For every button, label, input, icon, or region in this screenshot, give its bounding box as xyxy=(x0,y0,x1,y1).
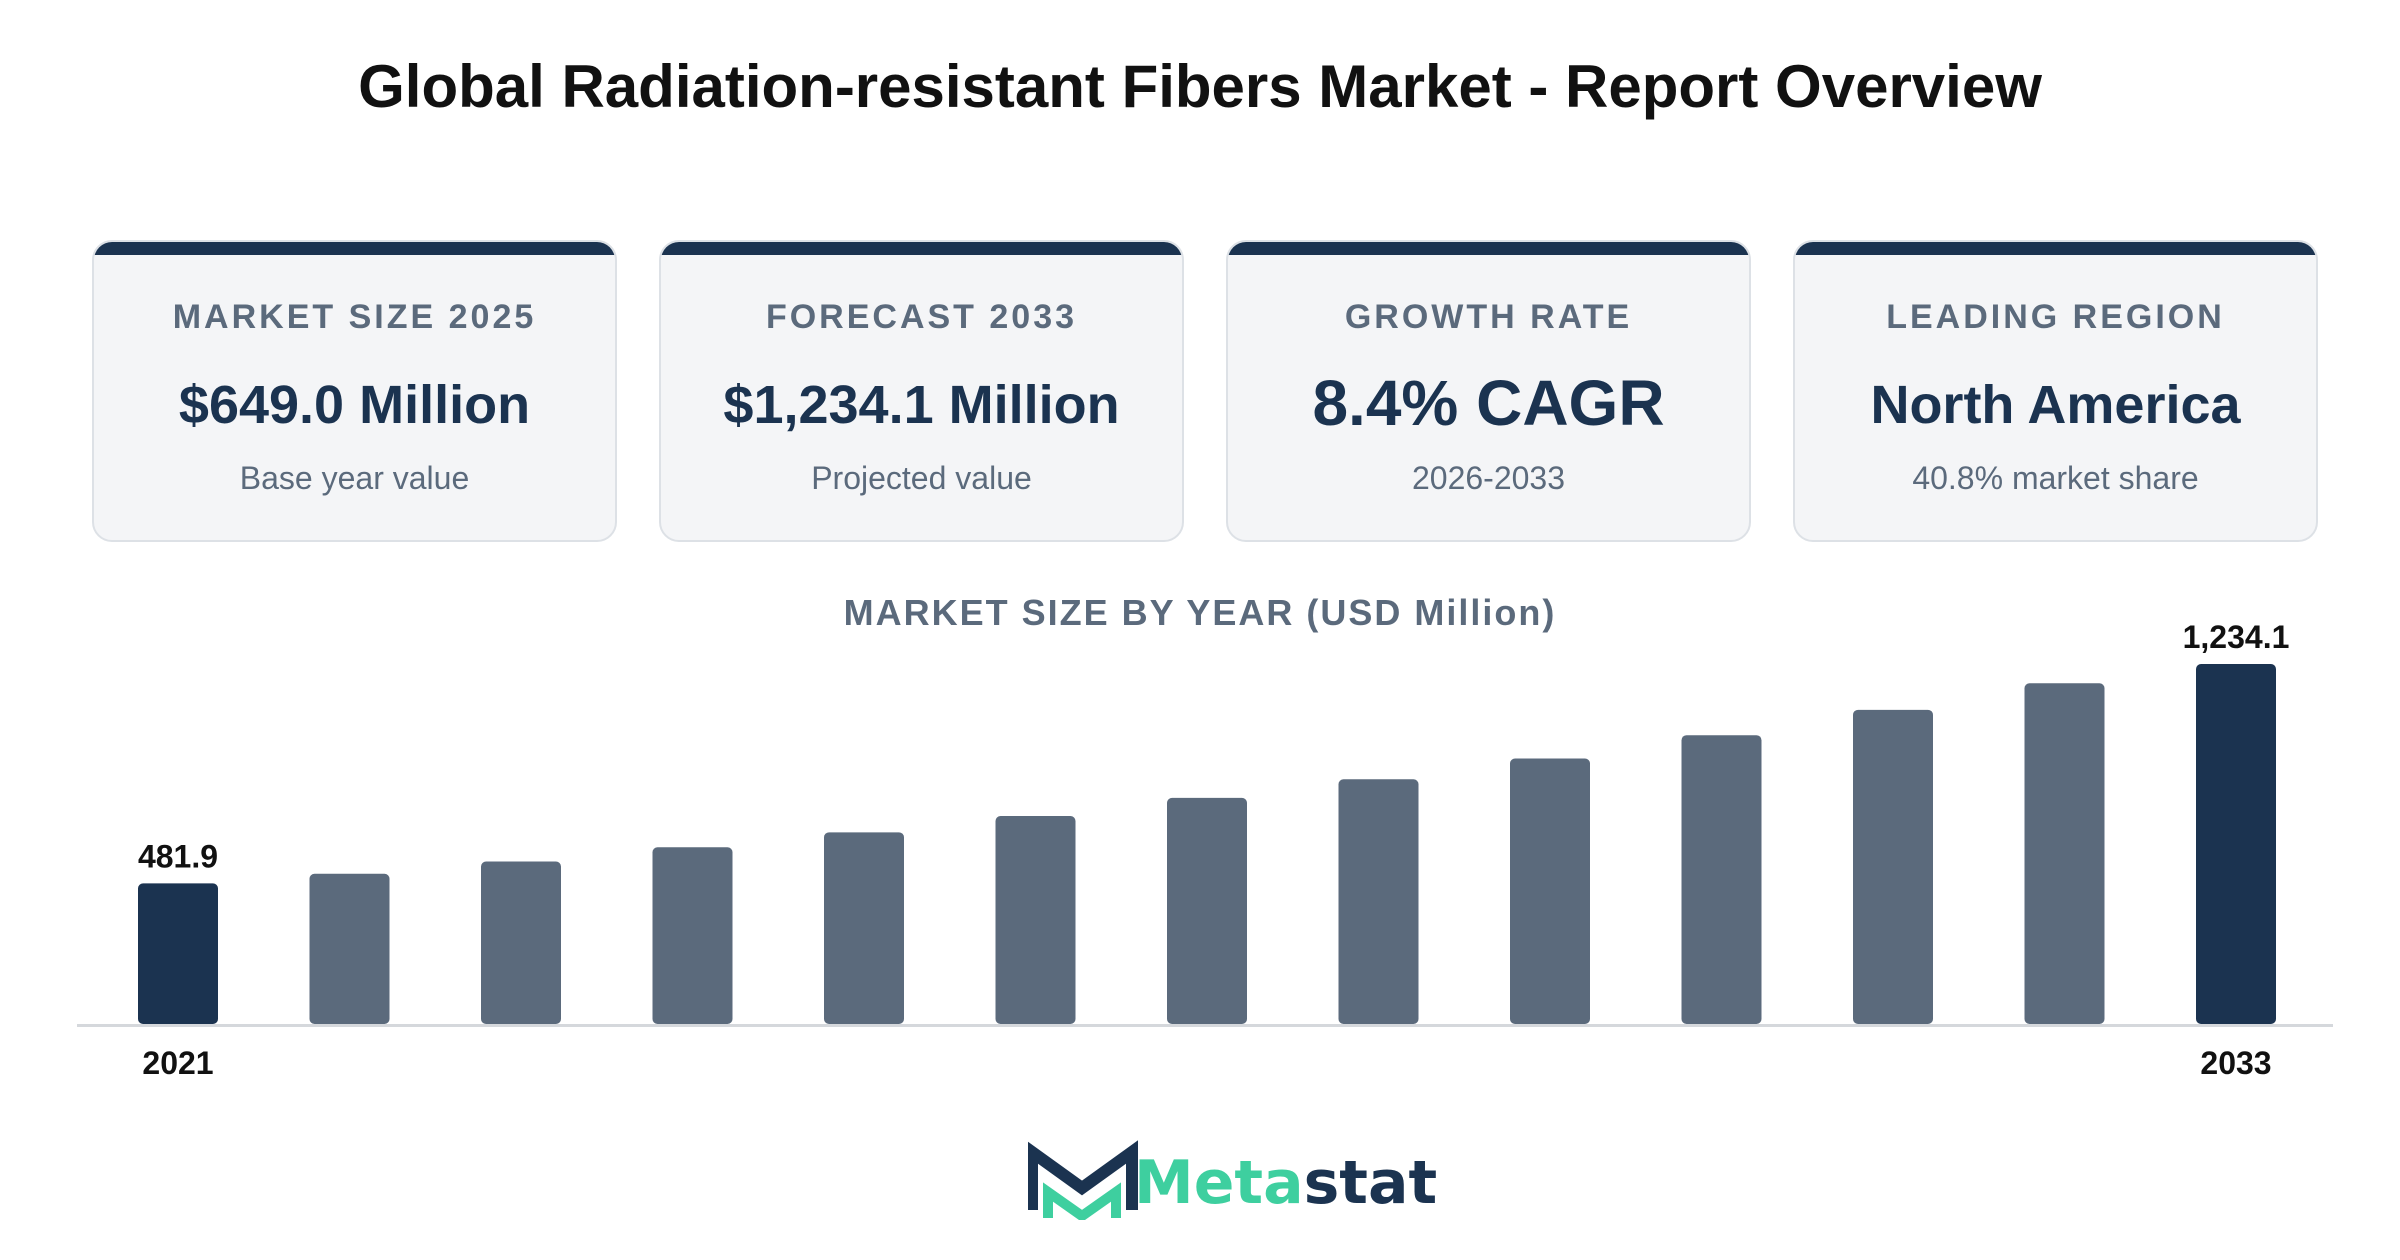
card-accent-bar xyxy=(1228,242,1749,255)
data-label-2033: 1,234.1 xyxy=(2183,619,2290,655)
card-label: GROWTH RATE xyxy=(1344,298,1633,336)
bar-2032 xyxy=(2024,683,2105,1024)
bar-2033 xyxy=(2196,664,2276,1024)
x-tick-label-2021: 2021 xyxy=(142,1045,213,1081)
card-value: $1,234.1 Million xyxy=(723,375,1120,435)
x-tick-label-2033: 2033 xyxy=(2200,1045,2271,1081)
bar-2029 xyxy=(1510,758,1590,1024)
bar-2028 xyxy=(1338,779,1419,1024)
page-title: Global Radiation-resistant Fibers Market… xyxy=(358,53,2042,120)
card-subtitle: 40.8% market share xyxy=(1912,460,2199,496)
data-label-2021: 481.9 xyxy=(138,838,218,874)
leading-region-card: LEADING REGION North America 40.8% marke… xyxy=(1793,240,2318,542)
forecast-card: FORECAST 2033 $1,234.1 Million Projected… xyxy=(659,240,1184,542)
card-accent-bar xyxy=(661,242,1182,255)
card-subtitle: Base year value xyxy=(239,460,470,496)
logo-part-meta: Meta xyxy=(1134,1148,1304,1218)
bar-2023 xyxy=(481,861,561,1024)
card-subtitle: Projected value xyxy=(811,460,1032,496)
card-label: LEADING REGION xyxy=(1886,298,2225,336)
bar-2022 xyxy=(309,873,390,1024)
market-size-card: MARKET SIZE 2025 $649.0 Million Base yea… xyxy=(92,240,617,542)
card-accent-bar xyxy=(1795,242,2316,255)
bar-2024 xyxy=(652,847,733,1024)
bar-2025 xyxy=(824,832,904,1024)
bar-2031 xyxy=(1853,709,1933,1024)
bar-2030 xyxy=(1681,735,1762,1024)
bar-chart: 481.9 2021 1,234.1 2033 xyxy=(77,619,2333,1081)
bar-2026 xyxy=(995,816,1076,1024)
logo-wordmark: Metastat xyxy=(1134,1148,1437,1218)
card-accent-bar xyxy=(94,242,615,255)
card-value: 8.4% CAGR xyxy=(1312,367,1665,439)
card-value: North America xyxy=(1870,375,2241,435)
logo-part-stat: stat xyxy=(1303,1148,1438,1218)
card-label: MARKET SIZE 2025 xyxy=(172,298,537,336)
bar-2021 xyxy=(138,883,218,1024)
card-label: FORECAST 2033 xyxy=(765,298,1078,336)
growth-rate-card: GROWTH RATE 8.4% CAGR 2026-2033 xyxy=(1226,240,1751,542)
metastat-logo-icon xyxy=(1028,1140,1138,1220)
card-value: $649.0 Million xyxy=(178,375,531,435)
chart-title: MARKET SIZE BY YEAR (USD Million) xyxy=(843,592,1557,633)
bar-2027 xyxy=(1167,797,1247,1024)
card-subtitle: 2026-2033 xyxy=(1411,460,1566,496)
